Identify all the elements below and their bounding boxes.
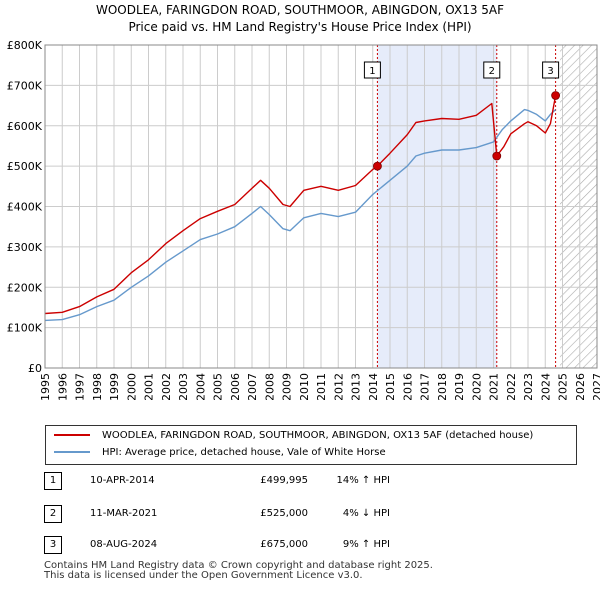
legend-item-property: WOODLEA, FARINGDON ROAD, SOUTHMOOR, ABIN… (54, 428, 533, 444)
x-tick-label: 2020 (470, 373, 483, 400)
series-layer (45, 95, 557, 322)
x-tick-label: 2024 (539, 373, 552, 400)
transaction-hpi-change: 14% ↑ HPI (336, 475, 390, 486)
x-tick-label: 1996 (56, 373, 69, 400)
legend-item-hpi: HPI: Average price, detached house, Vale… (54, 445, 386, 461)
transaction-number-badge: 3 (44, 536, 62, 554)
x-tick-label: 1995 (39, 373, 52, 400)
y-tick-label: £200K (7, 281, 43, 294)
licence-line: This data is licensed under the Open Gov… (44, 570, 363, 581)
x-tick-label: 2023 (522, 373, 535, 400)
sale-label-box (363, 61, 381, 79)
legend-swatch-property (54, 434, 90, 436)
transaction-hpi-change: 9% ↑ HPI (342, 539, 390, 550)
x-tick-label: 2005 (212, 373, 225, 400)
x-tick-label: 2012 (332, 373, 345, 400)
chart-legend: WOODLEA, FARINGDON ROAD, SOUTHMOOR, ABIN… (45, 425, 577, 465)
x-tick-label: 2018 (436, 373, 449, 400)
chart-title-line-2: Price paid vs. HM Land Registry's House … (128, 20, 472, 34)
transaction-row: 2 11-MAR-2021 £525,000 4% ↓ HPI (44, 505, 564, 523)
plot-frame (44, 44, 598, 369)
transaction-date: 08-AUG-2024 (90, 539, 158, 550)
x-tick-label: 1999 (108, 373, 121, 400)
x-tick-label: 2008 (263, 373, 276, 400)
x-tick-label: 2004 (194, 373, 207, 400)
x-tick-label: 2006 (229, 373, 242, 400)
sale-point (551, 91, 560, 100)
x-tick-label: 2007 (246, 373, 259, 400)
x-tick-label: 2002 (160, 373, 173, 400)
legend-swatch-hpi (54, 451, 90, 453)
x-tick-label: 2022 (505, 373, 518, 400)
y-tick-label: £0 (28, 362, 42, 375)
y-tick-label: £300K (7, 241, 43, 254)
copyright-notice: Contains HM Land Registry data © Crown c… (44, 561, 433, 581)
x-tick-label: 2011 (315, 373, 328, 400)
x-tick-label: 2019 (453, 373, 466, 400)
y-tick-label: £700K (7, 79, 43, 92)
legend-label-property: WOODLEA, FARINGDON ROAD, SOUTHMOOR, ABIN… (102, 430, 534, 441)
x-tick-label: 2021 (488, 373, 501, 400)
x-tick-label: 2015 (384, 373, 397, 400)
series-line-hpi (45, 108, 557, 322)
y-tick-label: £100K (7, 322, 43, 335)
sale-point (492, 151, 502, 161)
y-tick-label: £800K (7, 39, 43, 52)
sale-label-box (483, 61, 501, 79)
x-tick-label: 2000 (125, 373, 138, 400)
x-tick-label: 2013 (350, 373, 363, 400)
x-tick-label: 2014 (367, 373, 380, 400)
x-tick-label: 2025 (557, 373, 570, 400)
transaction-row: 1 10-APR-2014 £499,995 14% ↑ HPI (44, 472, 564, 490)
transaction-date: 11-MAR-2021 (90, 508, 158, 519)
y-tick-label: £600K (7, 120, 43, 133)
sale-point (373, 161, 382, 171)
x-tick-label: 2001 (143, 373, 156, 400)
legend-label-hpi: HPI: Average price, detached house, Vale… (102, 447, 386, 458)
price-chart: £0 £100K £200K £300K £400K £500K £600K £700K £80… (7, 39, 600, 400)
sale-label-number: 1 (369, 66, 375, 77)
transaction-number-badge: 1 (44, 472, 62, 490)
x-tick-label: 2017 (419, 373, 432, 400)
chart-title-line-1: WOODLEA, FARINGDON ROAD, SOUTHMOOR, ABIN… (95, 3, 505, 17)
copyright-line: Contains HM Land Registry data © Crown c… (44, 560, 433, 571)
transaction-row: 3 08-AUG-2024 £675,000 9% ↑ HPI (44, 536, 564, 554)
x-tick-label: 1998 (91, 373, 104, 400)
x-tick-label: 2027 (591, 373, 600, 400)
x-tick-label: 2010 (298, 373, 311, 400)
transaction-price: £675,000 (260, 539, 308, 550)
series-line-property (45, 95, 557, 315)
x-tick-label: 2003 (177, 373, 190, 400)
transaction-number-badge: 2 (44, 505, 62, 523)
y-tick-label: £400K (7, 201, 43, 214)
sale-label-box (542, 61, 560, 79)
x-tick-label: 2009 (281, 373, 294, 400)
x-tick-label: 2026 (574, 373, 587, 400)
y-tick-label: £500K (7, 160, 43, 173)
sale-label-number: 2 (489, 66, 495, 77)
x-tick-label: 1997 (74, 373, 87, 400)
transaction-hpi-change: 4% ↓ HPI (342, 508, 390, 519)
transaction-date: 10-APR-2014 (90, 475, 155, 486)
sale-label-number: 3 (547, 66, 553, 77)
x-tick-label: 2016 (401, 373, 414, 400)
transaction-price: £499,995 (260, 475, 308, 486)
transaction-price: £525,000 (260, 508, 308, 519)
